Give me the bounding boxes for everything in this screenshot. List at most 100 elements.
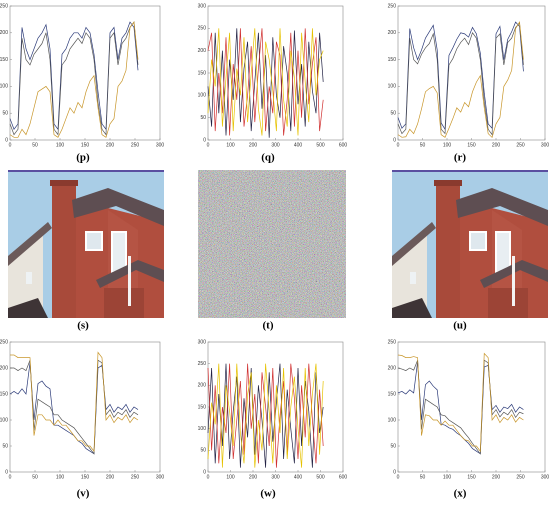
series-line xyxy=(397,21,524,138)
y-tick-label: 0 xyxy=(5,137,8,143)
x-tick-label: 50 xyxy=(32,474,38,480)
x-tick-label: 200 xyxy=(106,142,115,148)
caption: (u) xyxy=(453,320,467,332)
x-tick-label: 250 xyxy=(131,142,140,148)
y-tick-label: 150 xyxy=(388,391,397,397)
y-tick-label: 200 xyxy=(0,365,8,371)
y-tick-label: 250 xyxy=(198,361,207,367)
x-tick-label: 100 xyxy=(56,142,65,148)
x-tick-label: 100 xyxy=(56,474,65,480)
x-tick-label: 0 xyxy=(397,142,400,148)
y-tick-label: 250 xyxy=(0,3,8,9)
x-tick-label: 200 xyxy=(106,474,115,480)
x-tick-label: 200 xyxy=(492,142,501,148)
x-tick-label: 300 xyxy=(156,474,165,480)
x-tick-label: 150 xyxy=(467,474,476,480)
y-tick-label: 250 xyxy=(388,339,397,345)
y-tick-label: 0 xyxy=(393,469,396,475)
x-tick-label: 300 xyxy=(541,474,550,480)
x-tick-label: 100 xyxy=(226,474,235,480)
caption: (w) xyxy=(260,488,276,500)
y-tick-label: 50 xyxy=(2,443,8,449)
y-tick-label: 300 xyxy=(198,3,207,9)
x-tick-label: 100 xyxy=(443,142,452,148)
x-tick-label: 50 xyxy=(420,474,426,480)
y-tick-label: 200 xyxy=(198,48,207,54)
x-tick-label: 0 xyxy=(207,474,210,480)
x-tick-label: 600 xyxy=(339,474,348,480)
x-tick-label: 100 xyxy=(226,142,235,148)
series-line xyxy=(9,362,139,455)
y-tick-label: 150 xyxy=(198,404,207,410)
caption: (p) xyxy=(76,152,90,164)
x-tick-label: 300 xyxy=(271,474,280,480)
y-tick-label: 100 xyxy=(198,426,207,432)
y-tick-label: 200 xyxy=(388,30,397,36)
x-tick-label: 0 xyxy=(207,142,210,148)
y-tick-label: 250 xyxy=(0,339,8,345)
y-tick-label: 100 xyxy=(388,417,397,423)
x-tick-label: 150 xyxy=(467,142,476,148)
y-tick-label: 100 xyxy=(198,93,207,99)
series-line xyxy=(207,363,324,468)
y-tick-label: 100 xyxy=(0,417,8,423)
y-tick-label: 100 xyxy=(0,84,8,90)
caption: (s) xyxy=(77,320,89,332)
y-tick-label: 50 xyxy=(2,111,8,117)
x-tick-label: 500 xyxy=(316,142,325,148)
x-tick-label: 0 xyxy=(9,142,12,148)
y-tick-label: 150 xyxy=(388,57,397,63)
x-tick-label: 250 xyxy=(131,474,140,480)
x-tick-label: 150 xyxy=(81,474,90,480)
x-tick-label: 400 xyxy=(294,142,303,148)
x-tick-label: 50 xyxy=(32,142,38,148)
series-line xyxy=(10,351,139,453)
x-tick-label: 200 xyxy=(492,474,501,480)
y-tick-label: 200 xyxy=(388,365,397,371)
y-tick-label: 150 xyxy=(198,70,207,76)
x-tick-label: 400 xyxy=(294,474,303,480)
y-tick-label: 50 xyxy=(200,448,206,454)
series-line xyxy=(9,21,139,136)
series-line xyxy=(9,21,139,138)
x-tick-label: 50 xyxy=(420,142,426,148)
noise-image xyxy=(198,170,346,318)
y-tick-label: 50 xyxy=(390,111,396,117)
caption: (x) xyxy=(454,488,467,500)
x-tick-label: 600 xyxy=(339,142,348,148)
caption: (q) xyxy=(261,152,275,164)
y-tick-label: 250 xyxy=(388,3,397,9)
series-line xyxy=(207,28,324,138)
y-tick-label: 200 xyxy=(0,30,8,36)
series-line xyxy=(207,363,324,468)
y-tick-label: 0 xyxy=(5,469,8,475)
series-line xyxy=(397,22,524,136)
x-tick-label: 200 xyxy=(249,142,258,148)
house-image xyxy=(7,169,165,319)
series-line xyxy=(207,28,324,136)
x-tick-label: 0 xyxy=(9,474,12,480)
x-tick-label: 500 xyxy=(316,474,325,480)
series-line xyxy=(10,359,139,455)
x-tick-label: 200 xyxy=(249,474,258,480)
y-tick-label: 200 xyxy=(198,383,207,389)
x-tick-label: 300 xyxy=(271,142,280,148)
x-tick-label: 250 xyxy=(516,142,525,148)
caption: (v) xyxy=(77,488,90,500)
plot-frame xyxy=(397,5,546,141)
x-tick-label: 250 xyxy=(516,474,525,480)
series-line xyxy=(397,352,524,453)
caption: (r) xyxy=(454,152,467,164)
y-tick-label: 250 xyxy=(198,26,207,32)
y-tick-label: 300 xyxy=(198,339,207,345)
y-tick-label: 50 xyxy=(390,443,396,449)
series-line xyxy=(397,21,524,131)
x-tick-label: 0 xyxy=(397,474,400,480)
y-tick-label: 100 xyxy=(388,84,397,90)
y-tick-label: 0 xyxy=(203,137,206,143)
x-tick-label: 150 xyxy=(81,142,90,148)
plot-frame xyxy=(9,5,161,141)
series-line xyxy=(397,361,524,455)
